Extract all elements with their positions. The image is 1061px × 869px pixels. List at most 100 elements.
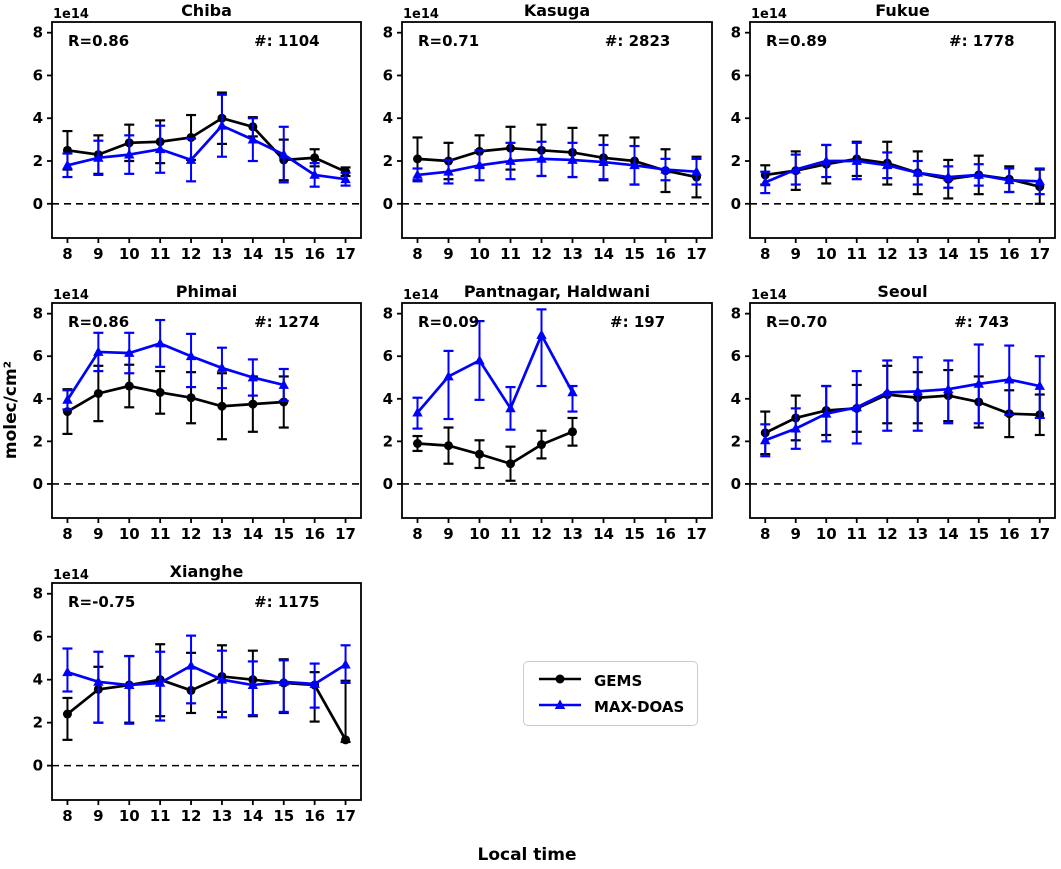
svg-text:8: 8 xyxy=(760,525,770,543)
subplot-kasuga: 8 9 10 11 12 13 14 15 16 17 0 2 4 6 8 Kasuga 1e14 R=0.71 #… xyxy=(352,0,720,272)
svg-text:0: 0 xyxy=(33,195,43,213)
svg-text:17: 17 xyxy=(1029,525,1050,543)
svg-text:R=0.89: R=0.89 xyxy=(766,32,827,50)
svg-text:Phimai: Phimai xyxy=(176,282,238,301)
svg-text:17: 17 xyxy=(686,245,707,263)
svg-text:9: 9 xyxy=(93,807,103,825)
chart-canvas: 8 9 10 11 12 13 14 15 16 17 0 2 4 6 8 Chiba 1e14 R=0.86 #:… xyxy=(33,1,362,263)
svg-text:10: 10 xyxy=(469,525,490,543)
svg-text:0: 0 xyxy=(33,475,43,493)
svg-text:#: 1274: #: 1274 xyxy=(254,313,320,331)
svg-text:1e14: 1e14 xyxy=(751,7,787,22)
svg-text:14: 14 xyxy=(938,525,959,543)
svg-text:17: 17 xyxy=(335,807,356,825)
svg-text:10: 10 xyxy=(119,807,140,825)
svg-text:8: 8 xyxy=(33,24,43,42)
svg-text:1e14: 1e14 xyxy=(53,288,89,303)
svg-text:2: 2 xyxy=(731,432,741,450)
svg-text:12: 12 xyxy=(181,245,202,263)
svg-text:2: 2 xyxy=(33,714,43,732)
svg-text:16: 16 xyxy=(304,525,325,543)
svg-text:13: 13 xyxy=(212,807,233,825)
legend-label-gems: GEMS xyxy=(594,671,643,690)
svg-text:4: 4 xyxy=(383,390,393,408)
svg-text:2: 2 xyxy=(383,432,393,450)
svg-text:0: 0 xyxy=(383,475,393,493)
svg-text:R=0.09: R=0.09 xyxy=(418,313,479,331)
svg-text:#: 1175: #: 1175 xyxy=(254,593,320,611)
svg-text:14: 14 xyxy=(242,245,263,263)
svg-text:#: 743: #: 743 xyxy=(954,313,1009,331)
svg-text:15: 15 xyxy=(273,245,294,263)
svg-text:8: 8 xyxy=(383,24,393,42)
svg-text:15: 15 xyxy=(968,525,989,543)
subplot-pantnagar-haldwani: 8 9 10 11 12 13 14 15 16 17 0 2 4 6 8 Pantnagar, Haldwa… xyxy=(352,281,720,552)
svg-text:11: 11 xyxy=(150,245,171,263)
svg-text:11: 11 xyxy=(150,807,171,825)
svg-text:8: 8 xyxy=(383,305,393,323)
svg-text:Fukue: Fukue xyxy=(875,1,930,20)
subplot-fukue: 8 9 10 11 12 13 14 15 16 17 0 2 4 6 8 Fukue 1e14 R=0.89 #:… xyxy=(700,0,1061,272)
legend-item-maxdoas: MAX-DOAS xyxy=(537,697,684,716)
svg-text:Seoul: Seoul xyxy=(877,282,927,301)
svg-text:14: 14 xyxy=(593,525,614,543)
svg-text:11: 11 xyxy=(500,245,521,263)
svg-text:0: 0 xyxy=(731,475,741,493)
svg-text:14: 14 xyxy=(242,807,263,825)
svg-text:12: 12 xyxy=(181,807,202,825)
svg-text:1e14: 1e14 xyxy=(53,568,89,583)
chart-canvas: 8 9 10 11 12 13 14 15 16 17 0 2 4 6 8 Fukue 1e14 R=0.89 #:… xyxy=(731,1,1056,263)
svg-text:4: 4 xyxy=(33,109,43,127)
svg-text:8: 8 xyxy=(731,24,741,42)
svg-text:9: 9 xyxy=(93,525,103,543)
chart-canvas: 8 9 10 11 12 13 14 15 16 17 0 2 4 6 8 Kasuga 1e14 R=0.71 #… xyxy=(383,1,713,263)
svg-text:4: 4 xyxy=(33,390,43,408)
svg-text:13: 13 xyxy=(212,245,233,263)
svg-text:13: 13 xyxy=(562,245,583,263)
svg-text:Pantnagar, Haldwani: Pantnagar, Haldwani xyxy=(464,282,650,301)
svg-text:14: 14 xyxy=(593,245,614,263)
svg-text:9: 9 xyxy=(791,525,801,543)
legend-label-maxdoas: MAX-DOAS xyxy=(594,697,685,716)
svg-text:17: 17 xyxy=(335,245,356,263)
svg-text:13: 13 xyxy=(212,525,233,543)
svg-text:9: 9 xyxy=(443,245,453,263)
svg-text:6: 6 xyxy=(383,66,393,84)
svg-text:0: 0 xyxy=(33,757,43,775)
subplot-xianghe: 8 9 10 11 12 13 14 15 16 17 0 2 4 6 8 Xianghe 1e14 R=-0.7… xyxy=(2,561,369,834)
svg-text:4: 4 xyxy=(731,109,741,127)
svg-text:#: 1104: #: 1104 xyxy=(254,32,320,50)
svg-text:8: 8 xyxy=(412,245,422,263)
svg-text:8: 8 xyxy=(33,585,43,603)
svg-text:9: 9 xyxy=(443,525,453,543)
svg-text:#: 1778: #: 1778 xyxy=(949,32,1015,50)
svg-text:R=0.86: R=0.86 xyxy=(68,313,129,331)
svg-text:4: 4 xyxy=(33,671,43,689)
svg-text:#: 197: #: 197 xyxy=(610,313,665,331)
svg-text:6: 6 xyxy=(33,628,43,646)
svg-text:12: 12 xyxy=(181,525,202,543)
svg-text:10: 10 xyxy=(469,245,490,263)
svg-text:10: 10 xyxy=(119,525,140,543)
svg-text:R=0.71: R=0.71 xyxy=(418,32,479,50)
svg-text:11: 11 xyxy=(150,525,171,543)
svg-text:16: 16 xyxy=(999,245,1020,263)
svg-text:15: 15 xyxy=(624,245,645,263)
svg-text:8: 8 xyxy=(62,525,72,543)
svg-text:11: 11 xyxy=(500,525,521,543)
svg-text:11: 11 xyxy=(846,525,867,543)
svg-text:10: 10 xyxy=(816,525,837,543)
svg-text:11: 11 xyxy=(846,245,867,263)
subplot-phimai: 8 9 10 11 12 13 14 15 16 17 0 2 4 6 8 Phimai 1e14 R=0.86 #… xyxy=(2,281,369,552)
svg-text:10: 10 xyxy=(119,245,140,263)
legend-item-gems: GEMS xyxy=(537,671,684,690)
svg-text:#: 2823: #: 2823 xyxy=(605,32,671,50)
svg-text:8: 8 xyxy=(62,807,72,825)
svg-text:13: 13 xyxy=(562,525,583,543)
svg-text:13: 13 xyxy=(907,525,928,543)
svg-text:4: 4 xyxy=(383,109,393,127)
chart-canvas: 8 9 10 11 12 13 14 15 16 17 0 2 4 6 8 Seoul 1e14 R=0.70 #:… xyxy=(731,282,1056,543)
svg-text:8: 8 xyxy=(760,245,770,263)
svg-text:16: 16 xyxy=(304,245,325,263)
